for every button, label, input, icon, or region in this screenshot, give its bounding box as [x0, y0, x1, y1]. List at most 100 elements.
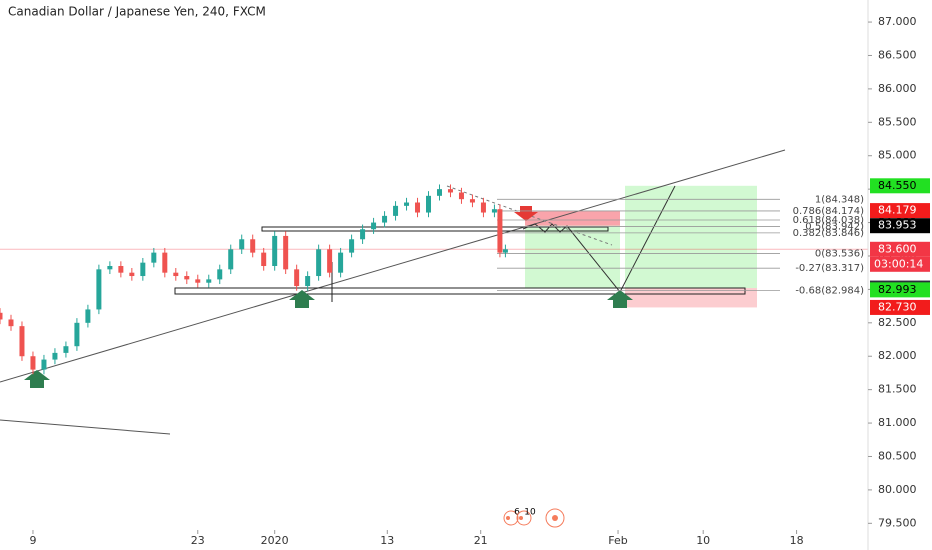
range-box	[261, 226, 609, 232]
candle-body	[327, 249, 333, 273]
event-icon[interactable]	[516, 510, 532, 526]
candle-body	[239, 239, 245, 250]
event-dot	[506, 516, 510, 520]
price-tag	[870, 299, 930, 315]
y-tick-label: 81.500	[878, 383, 917, 396]
projection-path	[522, 185, 676, 293]
event-dot	[552, 515, 558, 521]
stop-zone	[625, 288, 757, 308]
candle-body	[415, 202, 421, 213]
price-tag-label: 84.550	[878, 179, 917, 192]
candle-body	[8, 319, 14, 327]
candle-body	[305, 276, 311, 287]
candle-body	[447, 189, 453, 193]
candle-body	[206, 279, 212, 283]
x-tick-label: 10	[696, 534, 710, 547]
price-tag	[870, 178, 930, 194]
chart-title: Canadian Dollar / Japanese Yen, 240, FXC…	[8, 5, 266, 19]
candle-body	[173, 272, 179, 277]
event-icon[interactable]	[503, 510, 519, 526]
y-tick-label: 79.500	[878, 516, 917, 529]
candle-body	[338, 252, 344, 273]
x-tick-label: 2020	[261, 534, 289, 547]
candle-body	[129, 272, 135, 277]
profit-zone	[525, 225, 620, 289]
y-tick-label: 82.000	[878, 349, 917, 362]
candle-body	[360, 229, 366, 240]
y-tick-label: 80.000	[878, 483, 917, 496]
fib-label: 0(83.536)	[815, 249, 864, 260]
countdown-tag	[870, 256, 930, 272]
trend-line	[0, 149, 786, 383]
candle-body	[30, 356, 36, 370]
fib-label: -0.68(82.984)	[795, 285, 864, 296]
stop-zone	[525, 210, 620, 226]
x-tick-label: 9	[29, 534, 36, 547]
candle-body	[426, 195, 432, 213]
price-tag-label: 84.179	[878, 204, 917, 217]
candle-body	[502, 249, 508, 253]
candle-body	[96, 269, 102, 310]
dashed-line	[446, 185, 613, 246]
fib-label: 1(84.348)	[815, 194, 864, 205]
candle-body	[480, 202, 486, 213]
candle-body	[63, 346, 69, 353]
candle-body	[140, 262, 146, 277]
x-tick-label: 13	[380, 534, 394, 547]
candle-body	[349, 239, 355, 253]
y-tick-label: 81.000	[878, 416, 917, 429]
candle-body	[272, 235, 278, 267]
candle-body	[469, 199, 475, 203]
candle-body	[228, 249, 234, 270]
price-tag	[870, 218, 930, 234]
x-tick-label: 23	[191, 534, 205, 547]
candle-body	[107, 266, 113, 270]
candle-body	[74, 322, 80, 347]
y-tick-label: 82.500	[878, 316, 917, 329]
fib-label: 0.618(84.038)	[793, 215, 865, 226]
drawings	[0, 149, 786, 435]
candle-body	[162, 252, 168, 273]
price-tag-label: 83.953	[878, 219, 917, 232]
candle-body	[52, 352, 58, 360]
candle-body	[118, 266, 124, 273]
candle-body	[382, 215, 388, 223]
x-tick-label: Feb	[608, 534, 627, 547]
y-tick-label: 85.000	[878, 149, 917, 162]
candle-body	[151, 252, 157, 263]
y-tick-label: 80.500	[878, 449, 917, 462]
candle-body	[217, 269, 223, 280]
price-tag	[870, 282, 930, 298]
candle-body	[184, 276, 190, 280]
fib-label: 0.786(84.174)	[793, 206, 865, 217]
candle-body	[371, 222, 377, 230]
fib-label: 0.382(83.846)	[793, 228, 865, 239]
price-tag	[870, 241, 930, 257]
candle-body	[283, 235, 289, 270]
down-arrow	[514, 206, 538, 221]
candle-body	[19, 326, 25, 357]
price-tag-label: 82.993	[878, 283, 917, 296]
trend-line	[0, 419, 171, 435]
event-icon[interactable]	[545, 508, 565, 528]
x-tick-label: 18	[790, 534, 804, 547]
candle-body	[393, 205, 399, 216]
countdown: 03:00:14	[874, 257, 923, 270]
candle-body	[261, 252, 267, 267]
up-arrow	[24, 370, 50, 388]
price-tag-label: 83.600	[878, 242, 917, 255]
candle-body	[491, 209, 497, 213]
candle-body	[85, 309, 91, 323]
up-arrow	[607, 290, 633, 308]
y-tick-label: 86.500	[878, 48, 917, 61]
candle-body	[404, 202, 410, 206]
y-tick-label: 85.500	[878, 115, 917, 128]
fib-label: 0.5(83.942)	[805, 221, 864, 232]
event-count: 6	[514, 508, 520, 518]
price-tag	[870, 203, 930, 219]
candle-body	[316, 249, 322, 277]
profit-zone	[625, 185, 757, 289]
candle-body	[0, 312, 3, 320]
candle-body	[195, 279, 201, 283]
